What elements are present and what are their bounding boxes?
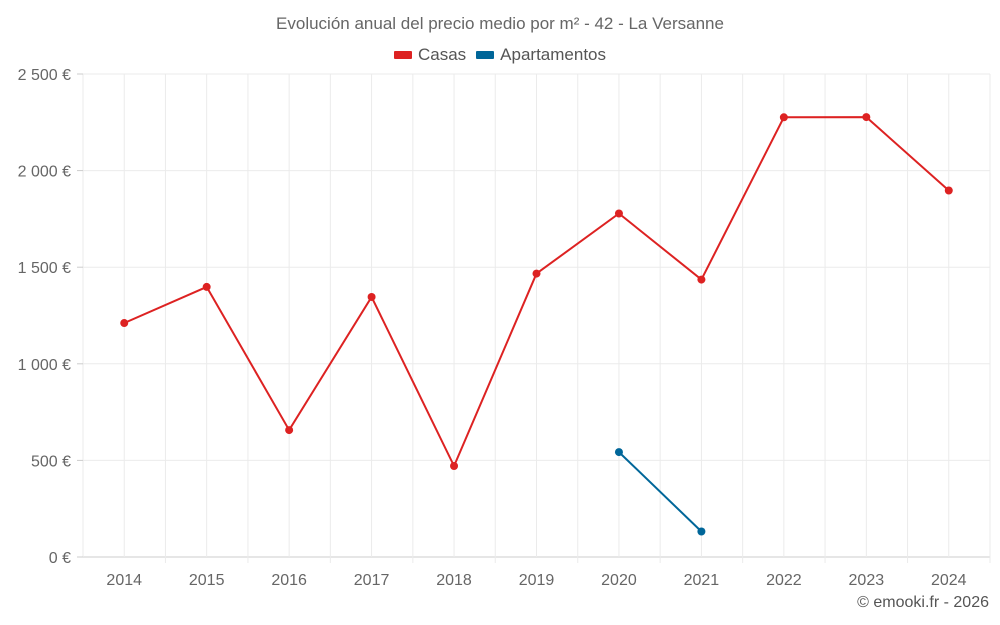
- y-tick-label: 500 €: [31, 453, 71, 470]
- x-tick-label: 2023: [849, 572, 885, 589]
- legend-item-apartamentos[interactable]: Apartamentos: [476, 45, 606, 65]
- legend-item-casas[interactable]: Casas: [393, 45, 467, 65]
- x-tick-label: 2016: [271, 572, 307, 589]
- x-tick-label: 2015: [189, 572, 225, 589]
- y-tick-label: 2 000 €: [18, 164, 71, 181]
- data-point[interactable]: [614, 448, 623, 457]
- data-point[interactable]: [944, 186, 953, 195]
- x-tick-label: 2019: [519, 572, 555, 589]
- data-point[interactable]: [862, 113, 871, 122]
- data-point[interactable]: [779, 113, 788, 122]
- data-point[interactable]: [120, 319, 129, 328]
- legend-swatch-apartamentos: [476, 51, 495, 59]
- series-lines: [120, 113, 953, 536]
- y-axis: 0 € 500 € 1 000 € 1 500 € 2 000 € 2 500 €: [18, 67, 83, 567]
- credit-text: © emooki.fr - 2026: [857, 594, 989, 611]
- x-axis: 2014 2015 2016 2017 2018 2019 2020 2021 2022 2023…: [106, 572, 966, 589]
- x-tick-label: 2018: [436, 572, 472, 589]
- y-tick-label: 1 500 €: [18, 260, 71, 277]
- x-tick-label: 2017: [354, 572, 390, 589]
- data-point[interactable]: [367, 292, 376, 301]
- data-point[interactable]: [202, 282, 211, 291]
- chart-title: Evolución anual del precio medio por m² …: [276, 14, 724, 33]
- x-tick-label: 2022: [766, 572, 802, 589]
- legend-swatch-casas: [393, 51, 412, 59]
- y-tick-label: 0 €: [49, 550, 71, 567]
- data-point[interactable]: [532, 269, 541, 278]
- x-tick-label: 2014: [106, 572, 142, 589]
- series-line-apartamentos: [618, 451, 703, 533]
- data-point[interactable]: [450, 462, 459, 471]
- x-tick-label: 2024: [931, 572, 967, 589]
- x-tick-label: 2020: [601, 572, 637, 589]
- data-point[interactable]: [697, 527, 706, 536]
- gridlines: [82, 73, 991, 563]
- y-tick-label: 2 500 €: [18, 67, 71, 84]
- legend-label-apartamentos: Apartamentos: [500, 45, 607, 64]
- data-point[interactable]: [614, 209, 623, 218]
- y-tick-label: 1 000 €: [18, 357, 71, 374]
- data-point[interactable]: [697, 275, 706, 284]
- legend-label-casas: Casas: [417, 45, 467, 64]
- legend: Casas Apartamentos: [0, 45, 1000, 65]
- x-tick-label: 2021: [684, 572, 720, 589]
- data-point[interactable]: [285, 426, 294, 435]
